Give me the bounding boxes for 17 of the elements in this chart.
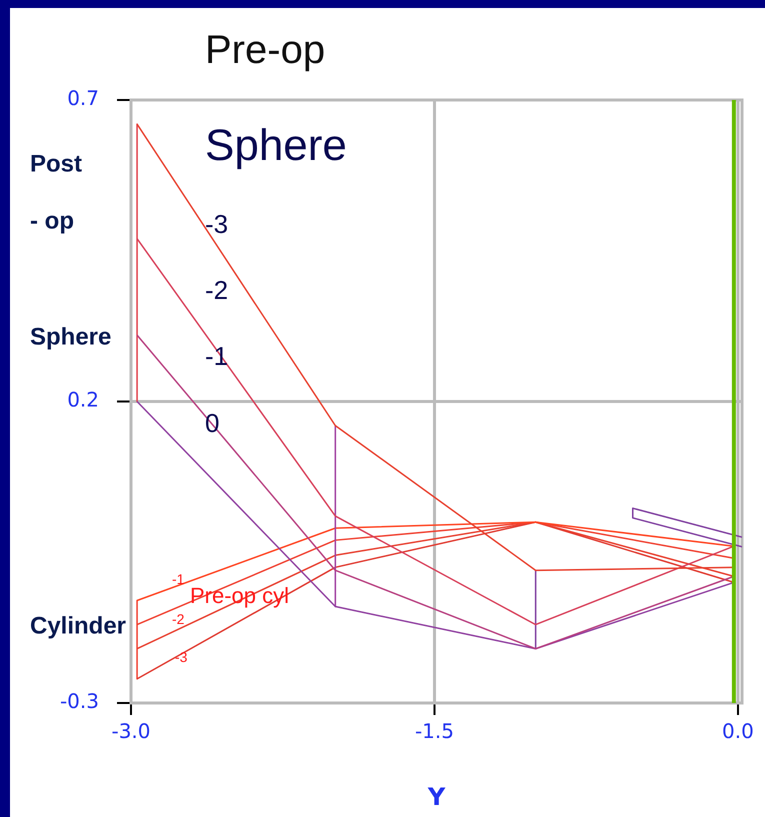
annotation: -2 <box>205 275 228 306</box>
text: Pre-op <box>205 28 326 72</box>
text: Post <box>30 150 82 178</box>
x-axis-title: Y <box>426 782 446 811</box>
text: Cylinder <box>30 612 126 640</box>
y-tick-label: -0.3 <box>60 689 99 714</box>
x-tick-label: 0.0 <box>722 719 754 744</box>
x-tick-label: -1.5 <box>414 719 454 744</box>
x-tick-label: -3.0 <box>111 719 151 744</box>
text: - op <box>30 208 74 235</box>
annotation: -2 <box>172 610 185 627</box>
y-tick-label: 0.7 <box>67 86 99 110</box>
text: Sphere <box>30 324 112 351</box>
annotation: -3 <box>205 209 228 240</box>
y-tick-label: 0.2 <box>67 388 99 412</box>
annotation: -1 <box>172 570 185 587</box>
annotation: Sphere <box>205 121 347 170</box>
